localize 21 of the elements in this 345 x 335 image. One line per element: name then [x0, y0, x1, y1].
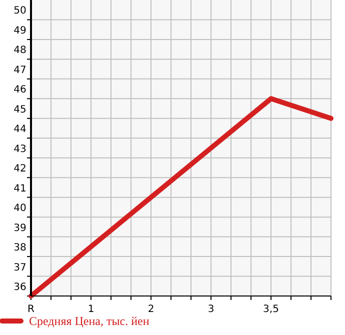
y-tick-label: 42: [14, 164, 26, 175]
y-tick-label: 50: [14, 6, 26, 17]
y-tick-label: 48: [14, 45, 26, 56]
x-tick-label: 3,5: [263, 304, 279, 315]
y-tick-label: 41: [14, 183, 26, 194]
y-tick-label: 37: [14, 262, 26, 274]
y-tick-label: 44: [14, 124, 26, 136]
x-tick-label: R: [28, 304, 35, 315]
y-tick-label: 40: [14, 203, 26, 214]
y-tick-label: 43: [14, 144, 26, 155]
x-tick-label: 1: [88, 304, 94, 315]
y-tick-label: 39: [14, 222, 26, 234]
y-tick-label: 46: [14, 84, 26, 96]
y-tick-label: 45: [14, 104, 26, 116]
y-tick-label: 47: [14, 64, 26, 76]
y-tick-label: 49: [14, 25, 26, 36]
x-tick-label: 3: [208, 304, 214, 315]
y-tick-label: 38: [14, 242, 26, 254]
x-tick-label: 2: [148, 304, 154, 315]
y-tick-label: 36: [14, 282, 26, 293]
legend-label: Средняя Цена, тыс. йен: [29, 314, 150, 328]
